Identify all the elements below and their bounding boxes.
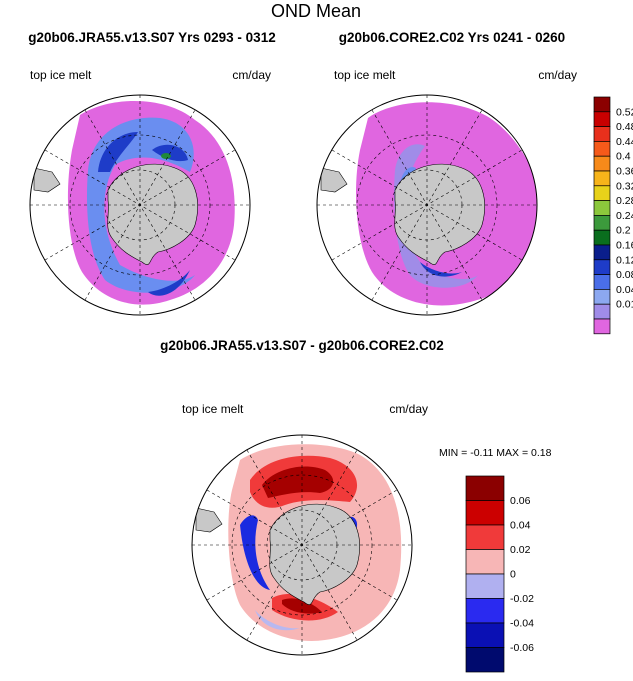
colorbar-main-label: 0.04 (616, 284, 633, 296)
colorbar-difference-swatch (465, 647, 505, 673)
panel-core2-map (317, 95, 537, 315)
colorbar-difference-label: -0.02 (510, 593, 534, 605)
colorbar-main-label: 0.01 (616, 299, 633, 311)
panel-difference-map (192, 435, 412, 655)
panel-core2-title: g20b06.CORE2.C02 Yrs 0241 - 0260 (339, 30, 565, 45)
panel-core2-antarctica (394, 163, 485, 265)
panel-difference-map-border (191, 434, 413, 656)
colorbar-main-swatch (593, 318, 611, 335)
panel-difference: g20b06.JRA55.v13.S07 - g20b06.CORE2.C02 … (160, 338, 552, 656)
colorbar-difference-swatch (465, 500, 505, 526)
colorbar-main-swatch (593, 274, 611, 290)
panel-jra55-variable-label: top ice melt (30, 68, 92, 82)
colorbar-main-label: 0.32 (616, 180, 633, 192)
panel-core2: g20b06.CORE2.C02 Yrs 0241 - 0260 top ice… (316, 30, 577, 316)
colorbar-difference-label: 0.06 (510, 495, 531, 507)
colorbar-main-label: 0.44 (616, 136, 633, 148)
colorbar-main-label: 0.24 (616, 210, 633, 222)
colorbar-main-label: 0.08 (616, 269, 633, 281)
panel-core2-units-label: cm/day (538, 68, 577, 82)
colorbar-main-swatch (593, 155, 611, 172)
colorbar-main-swatch (593, 200, 611, 216)
colorbar-main-swatch (593, 96, 611, 113)
colorbar-main-swatch (593, 244, 611, 261)
panel-core2-melt-mid (394, 144, 478, 288)
panel-core2-variable-label: top ice melt (334, 68, 396, 82)
panel-jra55-melt-high-1 (98, 132, 138, 172)
colorbar-difference-label: 0.02 (510, 544, 531, 556)
panel-core2-melt-peak (420, 262, 462, 277)
panel-jra55-africa (189, 305, 211, 315)
colorbar-difference-swatch (465, 573, 505, 599)
colorbar-main-label: 0.52 (616, 106, 633, 118)
panel-difference-south-america (195, 507, 223, 533)
panel-core2-africa (476, 305, 498, 315)
panel-difference-high-positive-north (262, 466, 334, 498)
colorbar-difference-label: -0.04 (510, 618, 534, 630)
panel-difference-min-max: MIN = -0.11 MAX = 0.18 (439, 447, 552, 459)
colorbar-main-label: 0.4 (616, 151, 631, 163)
panel-jra55: g20b06.JRA55.v13.S07 Yrs 0293 - 0312 top… (28, 30, 276, 316)
panel-difference-negative-west (240, 515, 270, 590)
colorbar-main-swatch (593, 111, 611, 127)
colorbar-main: 0.52 0.48 0.44 0.4 0.36 0.32 0.28 0.24 0.2 0.16 0.… (593, 96, 633, 335)
panel-difference-africa (351, 645, 373, 655)
colorbar-main-label: 0.36 (616, 166, 633, 178)
panel-core2-south-america (320, 167, 348, 193)
panel-difference-units-label: cm/day (389, 402, 428, 416)
panel-jra55-melt-high-3 (148, 270, 190, 296)
colorbar-main-label: 0.12 (616, 254, 633, 266)
panel-difference-title: g20b06.JRA55.v13.S07 - g20b06.CORE2.C02 (160, 338, 444, 353)
colorbar-difference-swatch (465, 475, 505, 501)
colorbar-main-swatch (593, 185, 611, 201)
colorbar-main-label: 0.28 (616, 195, 633, 207)
colorbar-difference-label: 0 (510, 569, 516, 581)
colorbar-difference-label: 0.04 (510, 520, 531, 532)
colorbar-main-swatch (593, 229, 611, 246)
colorbar-main-label: 0.2 (616, 225, 631, 237)
panel-jra55-melt-peak (161, 153, 171, 159)
panel-difference-variable-label: top ice melt (182, 402, 244, 416)
colorbar-main-swatch (593, 170, 611, 187)
panel-core2-graticule (317, 95, 537, 315)
colorbar-main-swatch (593, 289, 611, 305)
panel-difference-antarctica (269, 503, 360, 605)
colorbar-main-label: 0.16 (616, 240, 633, 252)
colorbar-difference-swatch (465, 524, 505, 550)
panel-jra55-title: g20b06.JRA55.v13.S07 Yrs 0293 - 0312 (28, 30, 275, 45)
colorbar-main-swatch (593, 215, 611, 231)
colorbar-main-swatch (593, 126, 611, 142)
colorbar-difference-swatch (465, 549, 505, 575)
panel-jra55-map (30, 95, 250, 315)
colorbar-difference-label: -0.06 (510, 642, 534, 654)
colorbar-difference-swatch (465, 598, 505, 624)
colorbar-difference-swatch (465, 622, 505, 648)
colorbar-difference: 0.06 0.04 0.02 0 -0.02 -0.04 -0.06 (465, 475, 534, 673)
panel-difference-weak-negative (255, 610, 300, 631)
panel-jra55-units-label: cm/day (232, 68, 271, 82)
panel-jra55-south-america (33, 167, 61, 193)
colorbar-main-label: 0.48 (616, 121, 633, 133)
panel-jra55-antarctica (107, 163, 198, 265)
colorbar-main-swatch (593, 141, 611, 157)
figure-title: OND Mean (271, 1, 361, 21)
panel-difference-graticule (192, 435, 412, 655)
colorbar-main-swatch (593, 259, 611, 275)
panel-core2-map-border (316, 94, 538, 316)
panel-jra55-graticule (30, 95, 250, 315)
panel-jra55-map-border (29, 94, 251, 316)
colorbar-main-swatch (593, 303, 611, 320)
